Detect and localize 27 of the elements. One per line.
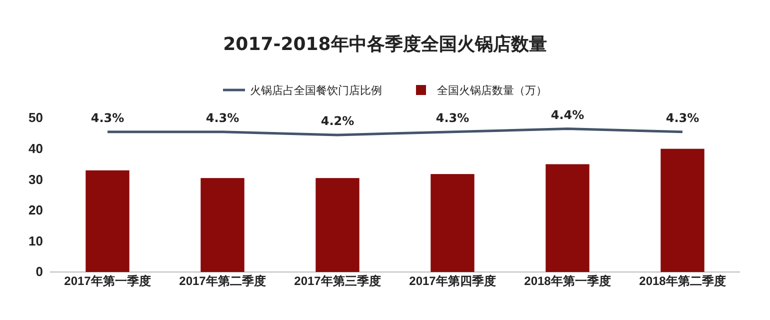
x-tick-label: 2018年第二季度: [639, 274, 726, 288]
data-label: 4.3%: [90, 110, 124, 125]
bar: [316, 178, 360, 272]
legend-label: 全国火锅店数量（万）: [437, 84, 547, 97]
x-tick-label: 2017年第三季度: [294, 274, 381, 288]
chart-title: 2017-2018年中各季度全国火锅店数量: [223, 34, 547, 55]
y-tick-label: 20: [28, 202, 43, 218]
bar: [546, 164, 590, 272]
bar: [430, 174, 474, 272]
x-tick-label: 2017年第四季度: [409, 274, 496, 288]
y-tick-label: 30: [28, 172, 43, 187]
data-label: 4.3%: [666, 110, 700, 125]
x-tick-label: 2018年第一季度: [524, 274, 611, 288]
x-tick-label: 2017年第二季度: [179, 274, 266, 288]
data-label: 4.3%: [206, 110, 240, 125]
y-tick-label: 0: [36, 264, 43, 280]
bar: [660, 148, 704, 272]
bar: [86, 170, 130, 272]
data-label: 4.3%: [436, 110, 470, 125]
data-label: 4.4%: [550, 108, 584, 122]
bar: [200, 178, 244, 272]
data-label: 4.2%: [320, 114, 354, 128]
legend-label: 火锅店占全国餐饮门店比例: [250, 84, 382, 97]
y-tick-label: 50: [28, 110, 43, 126]
x-tick-label: 2017年第一季度: [64, 274, 151, 288]
y-tick-label: 40: [28, 140, 43, 156]
y-tick-label: 10: [28, 233, 43, 248]
